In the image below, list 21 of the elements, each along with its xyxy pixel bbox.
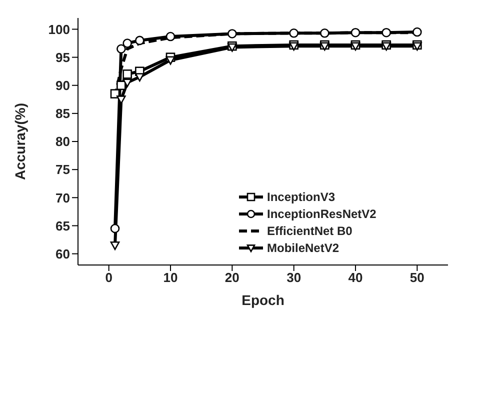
x-axis-title: Epoch [242, 292, 284, 308]
x-tick-label: 50 [410, 270, 424, 286]
legend-label: MobileNetV2 [267, 240, 340, 254]
y-tick-label: 95 [56, 50, 70, 65]
x-tick-label: 10 [163, 270, 178, 286]
legend-label: InceptionV3 [267, 190, 336, 204]
legend-label: InceptionResNetV2 [267, 206, 376, 220]
legend-label: EfficientNet B0 [267, 224, 352, 238]
y-axis-title: Accuray(%) [12, 102, 28, 180]
x-tick-label: 20 [224, 270, 240, 286]
x-tick-label: 40 [348, 270, 363, 286]
y-tick-label: 90 [56, 78, 70, 93]
y-tick-label: 75 [56, 162, 70, 178]
y-tick-label: 60 [56, 246, 70, 262]
y-tick-label: 85 [56, 106, 70, 122]
y-tick-label: 70 [56, 190, 70, 206]
y-tick-label: 80 [56, 134, 70, 150]
y-tick-label: 100 [48, 22, 70, 37]
y-tick-label: 65 [56, 218, 70, 234]
x-tick-label: 30 [286, 270, 302, 286]
x-tick-label: 0 [105, 270, 112, 286]
